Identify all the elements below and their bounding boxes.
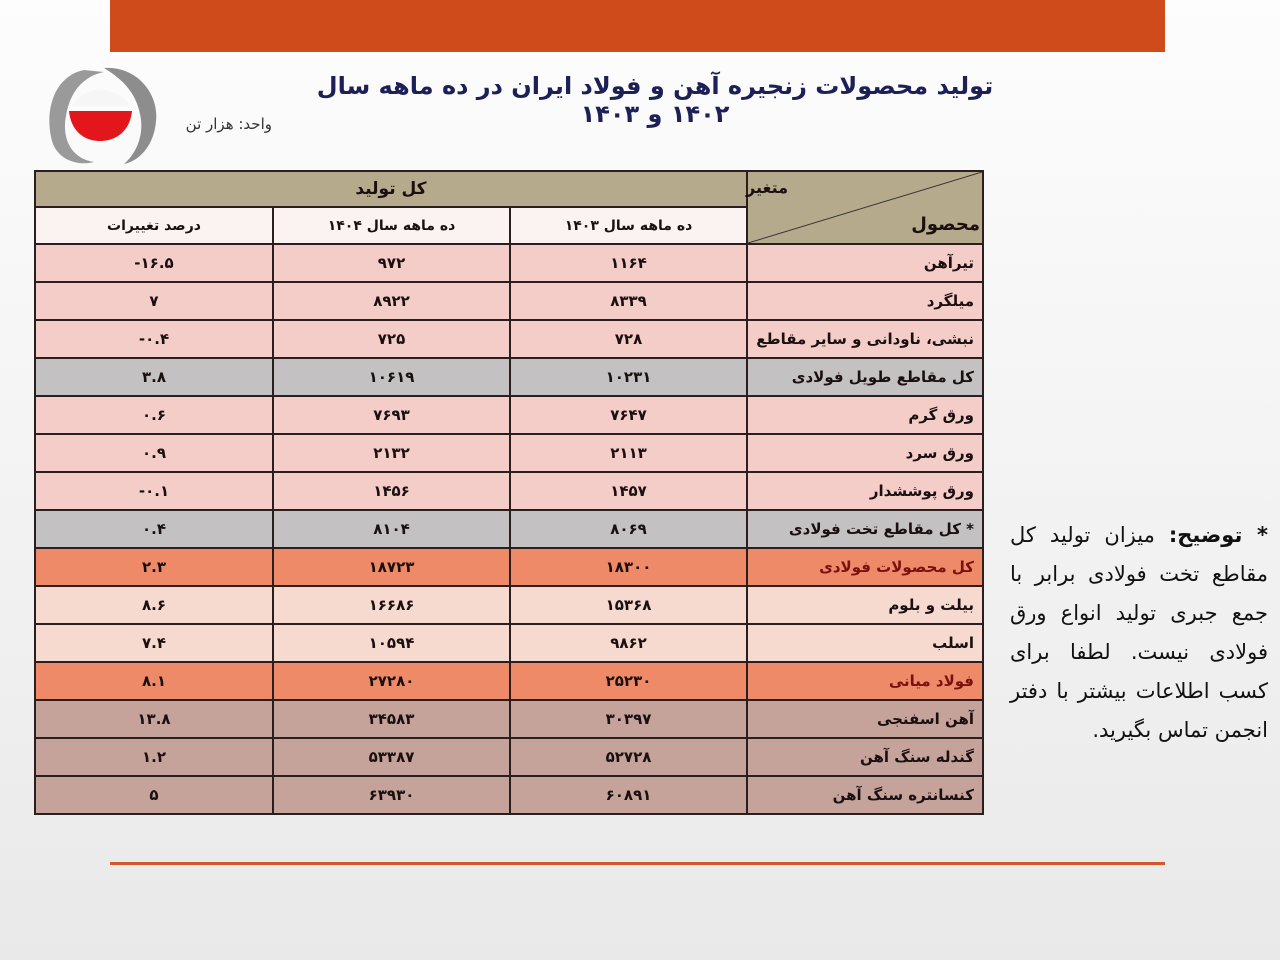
- change-cell: ۰.۹: [34, 433, 274, 473]
- change-cell: ۰.۶: [34, 395, 274, 435]
- value-1403-cell: ۷۲۸: [509, 319, 748, 359]
- table-row: * کل مقاطع تخت فولادی ۸۰۶۹ ۸۱۰۴ ۰.۴: [34, 509, 984, 549]
- product-cell: ورق سرد: [746, 433, 984, 473]
- value-1403-cell: ۱۰۲۳۱: [509, 357, 748, 397]
- table-row: میلگرد ۸۳۳۹ ۸۹۲۲ ۷: [34, 281, 984, 321]
- change-cell: -۰.۱: [34, 471, 274, 511]
- value-1404-cell: ۲۷۲۸۰: [272, 661, 511, 701]
- change-cell: ۷: [34, 281, 274, 321]
- value-1403-cell: ۸۰۶۹: [509, 509, 748, 549]
- value-1404-cell: ۱۰۶۱۹: [272, 357, 511, 397]
- product-cell: گندله سنگ آهن: [746, 737, 984, 777]
- value-1403-cell: ۷۶۴۷: [509, 395, 748, 435]
- value-1404-cell: ۳۴۵۸۳: [272, 699, 511, 739]
- product-cell: میلگرد: [746, 281, 984, 321]
- change-cell: ۸.۶: [34, 585, 274, 625]
- value-1403-cell: ۱۴۵۷: [509, 471, 748, 511]
- production-table: متغیر محصول کل تولید ده ماهه سال ۱۴۰۳ ده…: [34, 170, 984, 815]
- value-1404-cell: ۱۰۵۹۴: [272, 623, 511, 663]
- table-row: اسلب ۹۸۶۲ ۱۰۵۹۴ ۷.۴: [34, 623, 984, 663]
- column-header-1403: ده ماهه سال ۱۴۰۳: [509, 206, 748, 245]
- product-cell: کل مقاطع طویل فولادی: [746, 357, 984, 397]
- table-row: آهن اسفنجی ۳۰۳۹۷ ۳۴۵۸۳ ۱۳.۸: [34, 699, 984, 739]
- change-cell: -۱۶.۵: [34, 243, 274, 283]
- column-header-1404: ده ماهه سال ۱۴۰۴: [272, 206, 511, 245]
- value-1403-cell: ۹۸۶۲: [509, 623, 748, 663]
- association-logo-icon: [44, 66, 159, 166]
- table-row: بیلت و بلوم ۱۵۳۶۸ ۱۶۶۸۶ ۸.۶: [34, 585, 984, 625]
- product-cell: ورق پوششدار: [746, 471, 984, 511]
- value-1403-cell: ۱۵۳۶۸: [509, 585, 748, 625]
- value-1404-cell: ۱۶۶۸۶: [272, 585, 511, 625]
- product-cell: فولاد میانی: [746, 661, 984, 701]
- table-row: ورق پوششدار ۱۴۵۷ ۱۴۵۶ -۰.۱: [34, 471, 984, 511]
- group-header: کل تولید: [34, 170, 748, 208]
- table-row: کل مقاطع طویل فولادی ۱۰۲۳۱ ۱۰۶۱۹ ۳.۸: [34, 357, 984, 397]
- top-accent-bar: [110, 0, 1165, 52]
- value-1403-cell: ۱۸۳۰۰: [509, 547, 748, 587]
- table-row: تیرآهن ۱۱۶۴ ۹۷۲ -۱۶.۵: [34, 243, 984, 283]
- product-cell: تیرآهن: [746, 243, 984, 283]
- product-cell: نبشی، ناودانی و سایر مقاطع: [746, 319, 984, 359]
- value-1404-cell: ۱۸۷۲۳: [272, 547, 511, 587]
- change-cell: ۱۳.۸: [34, 699, 274, 739]
- value-1403-cell: ۳۰۳۹۷: [509, 699, 748, 739]
- page-title: تولید محصولات زنجیره آهن و فولاد ایران د…: [316, 72, 994, 128]
- footnote-text: میزان تولید کل مقاطع تخت فولادی برابر با…: [1010, 523, 1268, 742]
- change-cell: -۰.۴: [34, 319, 274, 359]
- value-1403-cell: ۶۰۸۹۱: [509, 775, 748, 815]
- product-cell: ورق گرم: [746, 395, 984, 435]
- table-row: ورق گرم ۷۶۴۷ ۷۶۹۳ ۰.۶: [34, 395, 984, 435]
- product-cell: آهن اسفنجی: [746, 699, 984, 739]
- value-1404-cell: ۷۶۹۳: [272, 395, 511, 435]
- change-cell: ۸.۱: [34, 661, 274, 701]
- product-cell: * کل مقاطع تخت فولادی: [746, 509, 984, 549]
- product-cell: کنسانتره سنگ آهن: [746, 775, 984, 815]
- footnote: * توضیح: میزان تولید کل مقاطع تخت فولادی…: [1010, 516, 1268, 750]
- value-1404-cell: ۵۳۳۸۷: [272, 737, 511, 777]
- change-cell: ۱.۲: [34, 737, 274, 777]
- table-row: نبشی، ناودانی و سایر مقاطع ۷۲۸ ۷۲۵ -۰.۴: [34, 319, 984, 359]
- value-1404-cell: ۸۹۲۲: [272, 281, 511, 321]
- table-row: کل محصولات فولادی ۱۸۳۰۰ ۱۸۷۲۳ ۲.۳: [34, 547, 984, 587]
- column-header-row: ده ماهه سال ۱۴۰۳ ده ماهه سال ۱۴۰۴ درصد ت…: [34, 206, 983, 245]
- table-row: گندله سنگ آهن ۵۲۷۲۸ ۵۳۳۸۷ ۱.۲: [34, 737, 984, 777]
- value-1404-cell: ۶۳۹۳۰: [272, 775, 511, 815]
- product-cell: بیلت و بلوم: [746, 585, 984, 625]
- unit-label: واحد: هزار تن: [185, 115, 272, 133]
- value-1403-cell: ۲۵۲۳۰: [509, 661, 748, 701]
- table-header-row: متغیر محصول کل تولید: [34, 170, 984, 245]
- value-1403-cell: ۲۱۱۳: [509, 433, 748, 473]
- value-1404-cell: ۹۷۲: [272, 243, 511, 283]
- table-row: فولاد میانی ۲۵۲۳۰ ۲۷۲۸۰ ۸.۱: [34, 661, 984, 701]
- product-cell: اسلب: [746, 623, 984, 663]
- change-cell: ۳.۸: [34, 357, 274, 397]
- value-1403-cell: ۵۲۷۲۸: [509, 737, 748, 777]
- change-cell: ۵: [34, 775, 274, 815]
- value-1403-cell: ۱۱۶۴: [509, 243, 748, 283]
- value-1404-cell: ۲۱۳۲: [272, 433, 511, 473]
- change-cell: ۰.۴: [34, 509, 274, 549]
- table-row: ورق سرد ۲۱۱۳ ۲۱۳۲ ۰.۹: [34, 433, 984, 473]
- value-1404-cell: ۱۴۵۶: [272, 471, 511, 511]
- product-cell: کل محصولات فولادی: [746, 547, 984, 587]
- variable-label: متغیر: [746, 178, 788, 197]
- value-1404-cell: ۸۱۰۴: [272, 509, 511, 549]
- column-header-change: درصد تغییرات: [34, 206, 274, 245]
- bottom-divider: [110, 862, 1165, 865]
- value-1404-cell: ۷۲۵: [272, 319, 511, 359]
- change-cell: ۲.۳: [34, 547, 274, 587]
- footnote-label: * توضیح:: [1168, 523, 1268, 547]
- product-label: محصول: [911, 214, 980, 235]
- change-cell: ۷.۴: [34, 623, 274, 663]
- value-1403-cell: ۸۳۳۹: [509, 281, 748, 321]
- corner-header: متغیر محصول: [746, 170, 984, 245]
- table-row: کنسانتره سنگ آهن ۶۰۸۹۱ ۶۳۹۳۰ ۵: [34, 775, 984, 815]
